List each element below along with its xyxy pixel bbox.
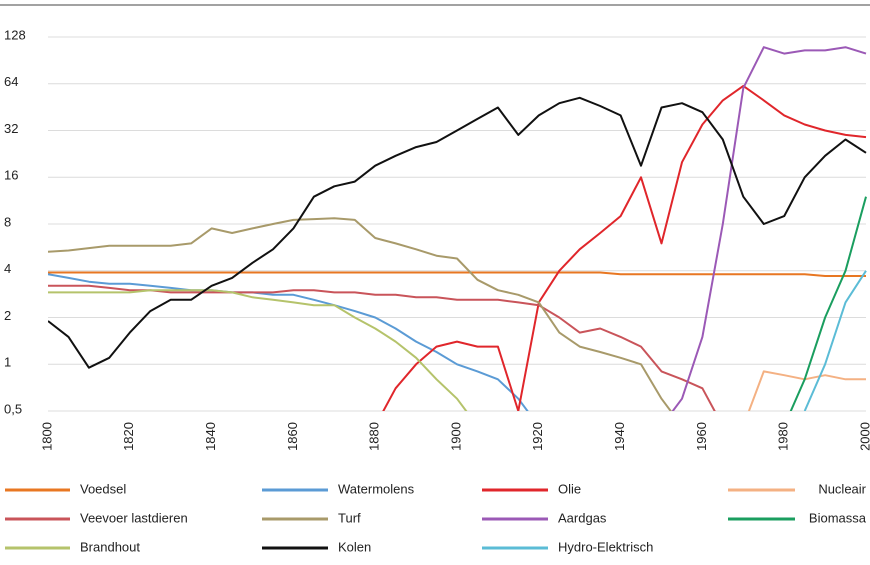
grid: 0,5 1 2 4 8 16 32 64 128 1800 1820 1840 1860 1880 1900…: [4, 27, 870, 450]
y-tick-label: 8: [4, 214, 11, 229]
x-tick-label: 1940: [612, 422, 627, 451]
y-tick-label: 2: [4, 308, 11, 323]
series-line: [48, 217, 672, 411]
legend-label: Olie: [558, 481, 581, 496]
y-tick-label: 64: [4, 74, 18, 89]
x-tick-label: 1980: [776, 422, 791, 451]
y-tick-label: 16: [4, 168, 18, 183]
series-line: [48, 284, 716, 411]
y-tick-label: 4: [4, 261, 11, 276]
series-line: [382, 84, 867, 411]
x-tick-label: 1820: [121, 422, 136, 451]
x-tick-label: 1860: [285, 422, 300, 451]
y-tick-label: 1: [4, 355, 11, 370]
legend-label: Kolen: [338, 539, 371, 554]
x-tick-label: 1960: [694, 422, 709, 451]
series-line: [803, 270, 867, 411]
x-tick-label: 1920: [530, 422, 545, 451]
series-line: [671, 46, 867, 411]
series-line: [48, 96, 867, 369]
series-line: [48, 273, 529, 411]
legend-label: Voedsel: [80, 481, 126, 496]
legend-label: Watermolens: [338, 481, 415, 496]
legend-label: Hydro-Elektrisch: [558, 539, 653, 554]
legend: Voedsel Watermolens Olie Nucleair Veevoer la…: [5, 481, 867, 554]
x-tick-label: 2000: [857, 422, 870, 451]
legend-label: Turf: [338, 510, 361, 525]
x-tick-label: 1900: [448, 422, 463, 451]
legend-label: Biomassa: [809, 510, 867, 525]
legend-label: Brandhout: [80, 539, 140, 554]
plot-area: [48, 46, 867, 411]
x-tick-label: 1800: [39, 422, 54, 451]
series-line: [48, 289, 468, 411]
series-line: [789, 196, 867, 411]
x-tick-label: 1880: [367, 422, 382, 451]
x-tick-label: 1840: [203, 422, 218, 451]
y-tick-label: 128: [4, 27, 26, 42]
legend-label: Veevoer lastdieren: [80, 510, 188, 525]
legend-label: Aardgas: [558, 510, 607, 525]
series-line: [48, 271, 866, 277]
y-tick-label: 32: [4, 121, 18, 136]
y-tick-label: 0,5: [4, 401, 22, 416]
legend-label: Nucleair: [818, 481, 866, 496]
